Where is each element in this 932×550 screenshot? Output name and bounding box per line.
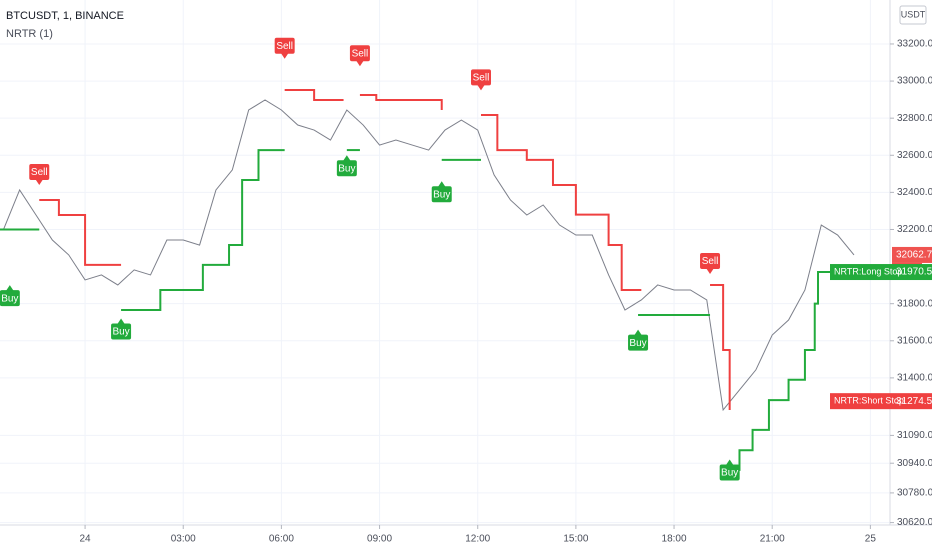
buy-signal: Buy: [0, 285, 20, 307]
signal-pointer: [634, 329, 643, 336]
sell-signal: Sell: [274, 37, 295, 59]
stop-price: 31274.58: [896, 396, 932, 407]
x-tick-label: 25: [865, 534, 877, 545]
buy-signal: Buy: [628, 329, 649, 351]
buy-signal: Buy: [336, 155, 357, 177]
signal-label: Sell: [276, 41, 293, 52]
currency-box[interactable]: [899, 5, 927, 25]
y-tick-label: 32600.00: [897, 150, 932, 161]
stop-line: [480, 114, 642, 291]
signal-pointer: [5, 285, 14, 292]
x-tick-label: 21:00: [760, 534, 785, 545]
signal-pointer: [117, 318, 126, 325]
y-tick-label: 30620.00: [897, 517, 932, 528]
stop-line: [121, 149, 285, 311]
x-tick-label: 03:00: [171, 534, 196, 545]
x-tick-label: 15:00: [563, 534, 588, 545]
signal-box: [336, 160, 357, 177]
buy-signal: Buy: [431, 181, 452, 203]
sell-signal: Sell: [470, 69, 491, 91]
buy-signal: Buy: [719, 459, 740, 481]
signal-box: [628, 334, 649, 351]
y-tick-label: 32800.00: [897, 113, 932, 124]
y-tick-label: 31800.00: [897, 298, 932, 309]
signal-box: [719, 464, 740, 481]
signal-box: [470, 69, 491, 86]
signal-pointer: [476, 84, 485, 91]
y-tick-label: 30940.00: [897, 458, 932, 469]
signal-label: Buy: [629, 338, 646, 349]
sell-signal: Sell: [29, 163, 50, 185]
stop-line: [39, 198, 122, 266]
signal-box: [274, 37, 295, 54]
currency[interactable]: USDT: [901, 9, 926, 19]
signal-box: [431, 186, 452, 203]
stop-name: NRTR:Long Stop: [834, 266, 902, 276]
stop-line: [710, 283, 731, 410]
y-tick-label: 33200.00: [897, 39, 932, 50]
y-tick-label: 31090.00: [897, 430, 932, 441]
price-line: [2, 99, 855, 412]
sell-signal: Sell: [349, 45, 370, 67]
signal-label: Sell: [352, 48, 369, 59]
signal-box: [0, 290, 20, 307]
signal-pointer: [35, 178, 44, 185]
x-tick-label: 24: [80, 534, 92, 545]
stop-price: 31970.59: [896, 267, 932, 278]
stop-line: [284, 88, 344, 101]
x-tick-label: 09:00: [367, 534, 392, 545]
y-tick-label: 30780.00: [897, 488, 932, 499]
y-tick-label: 32400.00: [897, 187, 932, 198]
y-tick-label: 32200.00: [897, 224, 932, 235]
last-price: 32062.71: [896, 250, 932, 261]
signal-label: Buy: [112, 327, 129, 338]
y-tick-label: 31600.00: [897, 335, 932, 346]
signal-label: Buy: [721, 468, 738, 479]
signal-label: Buy: [433, 189, 450, 200]
signal-pointer: [280, 52, 289, 59]
signal-pointer: [725, 459, 734, 466]
signal-box: [349, 45, 370, 62]
x-tick-label: 12:00: [465, 534, 490, 545]
signal-label: Buy: [338, 163, 355, 174]
stop-price-box: [830, 393, 932, 410]
x-tick-label: 06:00: [269, 534, 294, 545]
y-tick-label: 31400.00: [897, 373, 932, 384]
signal-pointer: [342, 155, 351, 162]
sell-signal: Sell: [700, 253, 721, 275]
signal-label: Buy: [1, 293, 18, 304]
signal-label: Sell: [31, 167, 48, 178]
signal-box: [700, 253, 721, 270]
signal-label: Sell: [473, 72, 490, 83]
x-tick-label: 18:00: [662, 534, 687, 545]
symbol-title: BTCUSDT, 1, BINANCE: [6, 10, 124, 22]
indicator-title: NRTR (1): [6, 28, 53, 40]
signal-label: Sell: [702, 256, 719, 267]
signal-pointer: [437, 181, 446, 188]
signal-box: [29, 163, 50, 180]
signal-pointer: [355, 60, 364, 67]
stop-line: [359, 93, 443, 111]
y-tick-label: 33000.00: [897, 76, 932, 87]
stop-price-box: [830, 264, 932, 281]
stop-name: NRTR:Short Stop: [834, 396, 904, 406]
stop-line: [729, 271, 855, 471]
last-price-box: [892, 246, 932, 263]
signal-box: [111, 323, 132, 340]
buy-signal: Buy: [111, 318, 132, 340]
signal-pointer: [706, 268, 715, 275]
